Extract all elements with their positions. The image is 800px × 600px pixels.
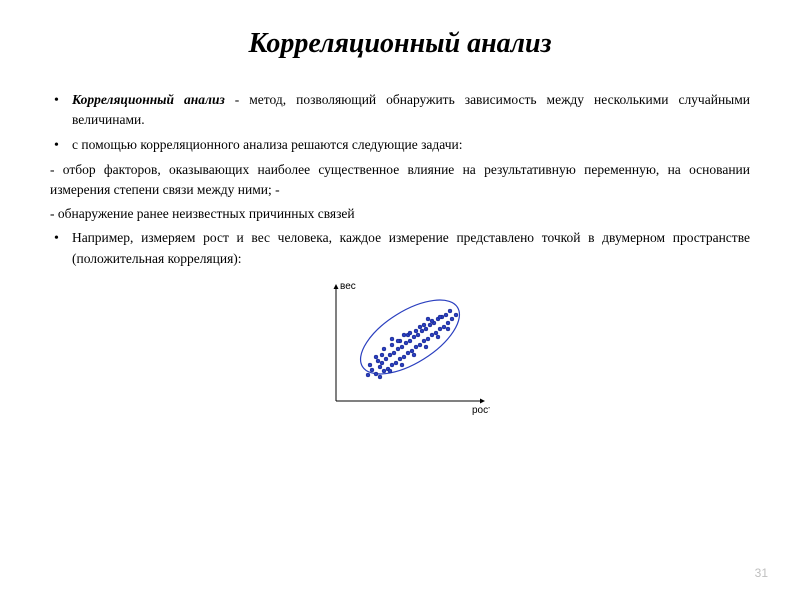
slide-container: Корреляционный анализ Корреляционный ана…: [0, 0, 800, 425]
bullet-marker: [50, 135, 72, 156]
term: Корреляционный анализ: [72, 92, 225, 107]
paragraph-2: - обнаружение ранее неизвестных причинны…: [50, 204, 750, 224]
bullet-marker: [50, 228, 72, 269]
chart-container: рост вес: [50, 275, 750, 415]
bullet-text: Например, измеряем рост и вес человека, …: [72, 228, 750, 269]
bullet-item-1: Корреляционный анализ - метод, позволяющ…: [50, 90, 750, 131]
slide-title: Корреляционный анализ: [50, 28, 750, 60]
bullet-text: с помощью корреляционного анализа решают…: [72, 135, 750, 156]
page-number: 31: [755, 566, 768, 580]
slide-content: Корреляционный анализ - метод, позволяющ…: [50, 90, 750, 415]
svg-text:вес: вес: [340, 281, 356, 292]
bullet-item-2: с помощью корреляционного анализа решают…: [50, 135, 750, 156]
bullet-text: Корреляционный анализ - метод, позволяющ…: [72, 90, 750, 131]
paragraph-1: - отбор факторов, оказывающих наиболее с…: [50, 160, 750, 201]
correlation-scatter-chart: рост вес: [310, 275, 490, 415]
svg-text:рост: рост: [472, 405, 490, 415]
bullet-marker: [50, 90, 72, 131]
bullet-item-3: Например, измеряем рост и вес человека, …: [50, 228, 750, 269]
